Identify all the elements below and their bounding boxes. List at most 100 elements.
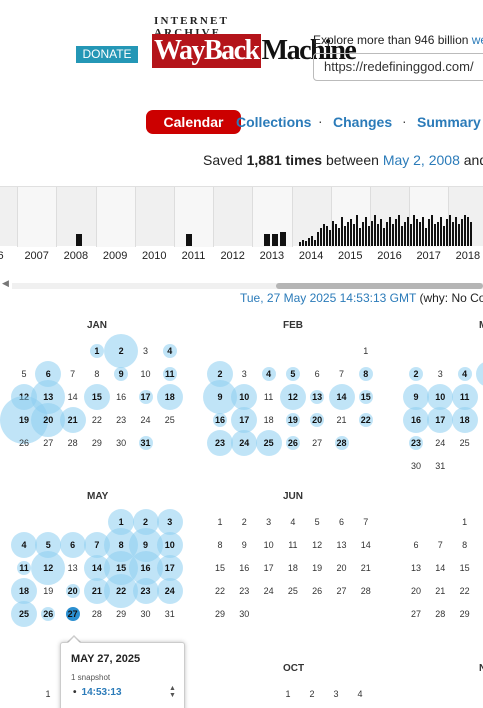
calendar-day[interactable]: 24	[239, 438, 250, 448]
calendar-day[interactable]: 4	[462, 369, 468, 379]
timeline-year-label[interactable]: 2016	[377, 250, 402, 262]
calendar-day[interactable]: 13	[312, 392, 323, 402]
calendar-day[interactable]: 5	[290, 369, 296, 379]
snapshot-bubble[interactable]	[403, 384, 429, 410]
timeline-bar[interactable]	[443, 225, 446, 246]
timeline-year-label[interactable]: 2013	[259, 250, 285, 262]
calendar-day[interactable]: 4	[167, 346, 173, 356]
snapshot-bubble[interactable]	[138, 436, 153, 450]
scroll-thumb[interactable]	[276, 283, 483, 289]
timeline-year-label[interactable]: 2011	[181, 250, 206, 262]
calendar-day[interactable]: 24	[164, 586, 175, 596]
snapshot-bubble[interactable]	[156, 578, 183, 604]
calendar-day[interactable]: 11	[459, 392, 470, 402]
snapshot-bubble[interactable]	[65, 584, 80, 598]
timeline-bar[interactable]	[413, 215, 416, 246]
calendar-day[interactable]: 9	[413, 392, 419, 402]
timeline-histogram[interactable]	[0, 186, 483, 247]
timeline-bar[interactable]	[359, 227, 362, 246]
calendar-day[interactable]: 9	[217, 392, 223, 402]
snapshot-bubble[interactable]	[31, 551, 66, 585]
timeline-bar[interactable]	[356, 215, 359, 246]
calendar-day[interactable]: 17	[239, 415, 250, 425]
calendar-day[interactable]: 16	[214, 415, 225, 425]
calendar-day[interactable]: 7	[94, 540, 100, 550]
snapshot-bubble[interactable]	[41, 607, 56, 621]
snapshot-bubble[interactable]	[451, 384, 478, 410]
saved-start-date-link[interactable]: May 2, 2008	[382, 152, 460, 168]
snapshot-bubble[interactable]	[162, 367, 177, 381]
snapshot-bubble[interactable]	[279, 384, 306, 410]
timeline-year-column[interactable]	[56, 187, 95, 247]
calendar-day[interactable]: 19	[287, 415, 298, 425]
snapshot-bubble[interactable]	[310, 390, 325, 404]
snapshot-bubble[interactable]	[156, 532, 183, 558]
timeline-year-label[interactable]: 2015	[338, 250, 363, 262]
timeline-bar[interactable]	[347, 221, 350, 246]
calendar-day[interactable]: 10	[164, 540, 175, 550]
calendar-day[interactable]: 2	[413, 369, 419, 379]
calendar-day[interactable]: 27	[67, 609, 78, 619]
timeline-bar[interactable]	[458, 223, 461, 246]
timeline-bar[interactable]	[437, 221, 440, 246]
calendar-day[interactable]: 10	[239, 392, 250, 402]
popup-snapshot-link[interactable]: 14:53:13	[73, 687, 122, 698]
timeline-bar[interactable]	[470, 221, 473, 246]
timeline-year-label[interactable]: 2012	[220, 250, 245, 262]
calendar-day[interactable]: 6	[45, 369, 51, 379]
timeline-bar[interactable]	[374, 215, 377, 246]
calendar-day[interactable]: 17	[164, 563, 175, 573]
timeline-year-column[interactable]	[174, 187, 214, 247]
timeline-year-column[interactable]	[17, 187, 57, 247]
timeline-year-label[interactable]: 2007	[24, 250, 49, 262]
calendar-day[interactable]: 5	[45, 540, 51, 550]
calendar-day[interactable]: 23	[140, 586, 151, 596]
tab-changes[interactable]: Changes	[333, 114, 393, 130]
timeline-bar[interactable]	[264, 234, 271, 246]
snapshot-bubble[interactable]	[11, 532, 37, 558]
calendar-day[interactable]: 18	[459, 415, 470, 425]
snapshot-bubble[interactable]	[358, 367, 373, 381]
timeline-bar[interactable]	[329, 229, 332, 246]
timeline-bar[interactable]	[431, 215, 434, 246]
timeline-bar[interactable]	[383, 227, 386, 246]
timeline-bar[interactable]	[467, 217, 470, 246]
timeline-bar[interactable]	[407, 217, 410, 246]
snapshot-bubble[interactable]	[114, 367, 129, 381]
timeline-bar[interactable]	[422, 217, 425, 246]
explore-web-link[interactable]: web	[471, 33, 483, 47]
donate-button[interactable]: DONATE	[76, 46, 138, 63]
timeline-bar[interactable]	[455, 217, 458, 246]
calendar-day[interactable]: 11	[165, 369, 175, 379]
timeline-year-label[interactable]: 2017	[416, 250, 441, 262]
timeline-bar[interactable]	[446, 219, 449, 246]
snapshot-bubble[interactable]	[156, 509, 183, 535]
timeline-bar[interactable]	[401, 225, 404, 246]
timeline-bar[interactable]	[76, 234, 82, 246]
timeline-bar[interactable]	[428, 219, 431, 246]
snapshot-bubble[interactable]	[457, 367, 472, 381]
timeline-bar[interactable]	[335, 223, 338, 246]
calendar-day[interactable]: 17	[435, 415, 446, 425]
snapshot-bubble[interactable]	[231, 407, 258, 433]
calendar-day[interactable]: 5	[477, 364, 483, 384]
timeline-bar[interactable]	[344, 225, 347, 246]
calendar-day[interactable]: 16	[140, 563, 151, 573]
calendar-day[interactable]: 10	[435, 392, 446, 402]
calendar-day[interactable]: 17	[140, 392, 151, 402]
snapshot-bubble[interactable]	[451, 407, 478, 433]
snapshot-bubble[interactable]	[231, 384, 258, 410]
snapshot-bubble[interactable]	[104, 334, 139, 368]
calendar-day[interactable]: 21	[91, 586, 102, 596]
calendar-day[interactable]: 18	[164, 392, 175, 402]
calendar-day[interactable]: 11	[19, 563, 29, 573]
calendar-day[interactable]: 15	[116, 563, 127, 573]
popup-scroll-icon[interactable]: ▲ ▼	[169, 685, 176, 699]
timeline-bar[interactable]	[419, 221, 422, 246]
timeline-bar[interactable]	[332, 220, 335, 246]
calendar-day[interactable]: 1	[118, 517, 124, 527]
timeline-year-column[interactable]	[448, 187, 483, 247]
timeline-bar[interactable]	[425, 227, 428, 246]
timeline-bar[interactable]	[389, 217, 392, 246]
timeline-bar[interactable]	[299, 241, 302, 246]
